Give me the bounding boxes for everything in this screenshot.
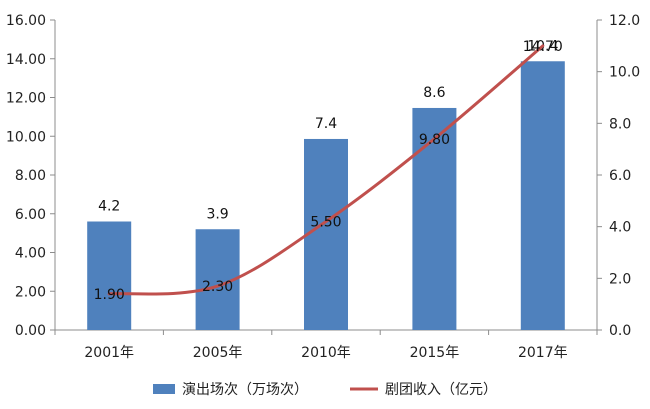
bar: [304, 138, 348, 330]
revenue-line: [107, 44, 545, 296]
left-tick-label: 10.00: [6, 129, 46, 145]
line-data-label: 2.30: [202, 279, 233, 295]
bar: [520, 61, 565, 331]
left-tick-label: 8.00: [15, 168, 46, 184]
category-label: 2005年: [193, 345, 243, 361]
left-tick-label: 2.00: [15, 284, 46, 300]
right-tick-label: 12.0: [609, 13, 640, 29]
bar-data-label: 7.4: [315, 116, 337, 132]
left-axis-ticks: 0.00 2.00 4.00 6.00 8.00 10.00 12.00 14.00 16.00: [6, 13, 46, 339]
right-tick-label: 8.0: [609, 116, 631, 132]
line-data-label: 5.50: [310, 215, 341, 231]
bar-data-label: 8.6: [423, 85, 445, 101]
left-tick-label: 16.00: [6, 13, 46, 29]
legend-bar-swatch: [153, 384, 175, 394]
bar: [412, 107, 457, 331]
right-tick-label: 6.0: [609, 168, 631, 184]
bar-series: [87, 61, 565, 331]
legend: 演出场次（万场次） 剧团收入（亿元）: [153, 382, 497, 398]
category-label: 2010年: [301, 345, 351, 361]
bar-data-label: 4.2: [98, 199, 120, 215]
line-data-labels: 1.90 2.30 5.50 9.80 14.70: [94, 39, 563, 303]
line-data-label: 14.70: [523, 39, 563, 55]
bar: [87, 221, 132, 330]
line-data-label: 1.90: [94, 287, 125, 303]
right-tick-label: 4.0: [609, 220, 631, 236]
right-tick-label: 10.0: [609, 65, 640, 81]
right-tick-label: 2.0: [609, 271, 631, 287]
line-series: [107, 44, 545, 296]
left-tick-label: 4.00: [15, 246, 46, 262]
line-data-label: 9.80: [419, 132, 450, 148]
bar-data-label: 3.9: [206, 206, 228, 222]
left-tick-label: 12.00: [6, 91, 46, 107]
legend-line-label: 剧团收入（亿元）: [385, 382, 497, 398]
left-tick-label: 6.00: [15, 207, 46, 223]
left-tick-label: 0.00: [15, 323, 46, 339]
category-label: 2015年: [410, 345, 460, 361]
left-tick-label: 14.00: [6, 52, 46, 68]
right-axis-ticks: 0.0 2.0 4.0 6.0 8.0 10.0 12.0: [609, 13, 640, 339]
category-labels: 2001年 2005年 2010年 2015年 2017年: [84, 345, 567, 361]
legend-bar-label: 演出场次（万场次）: [182, 382, 308, 398]
right-tick-label: 0.0: [609, 323, 631, 339]
category-label: 2017年: [518, 345, 568, 361]
category-label: 2001年: [84, 345, 134, 361]
